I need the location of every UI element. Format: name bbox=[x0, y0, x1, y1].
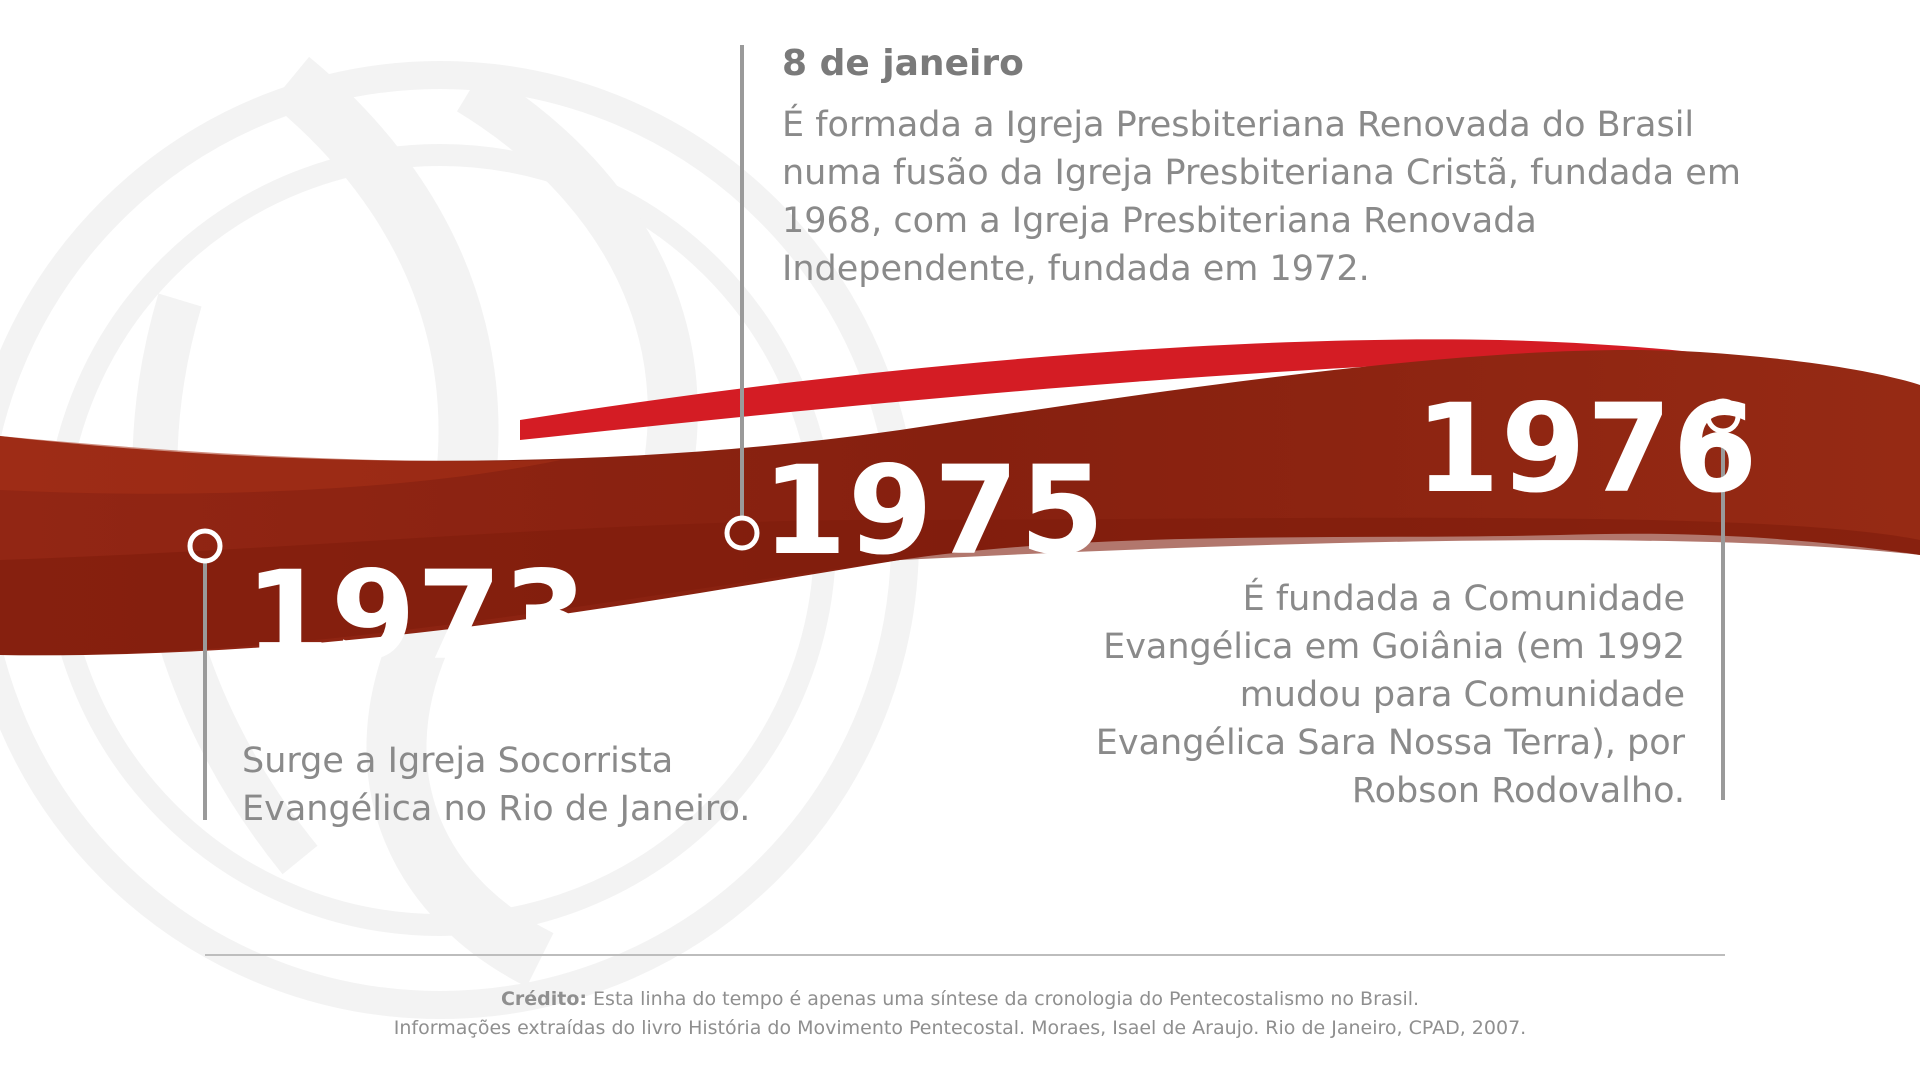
timeline-ribbon bbox=[0, 339, 1920, 656]
event-1976-description: É fundada a Comunidade Evangélica em Goi… bbox=[1095, 579, 1685, 811]
credit-line-2: Informações extraídas do livro História … bbox=[393, 1017, 1527, 1039]
marker-1976 bbox=[1705, 398, 1741, 800]
ribbon-accent-band bbox=[520, 339, 1920, 440]
credit-note: Crédito: Esta linha do tempo é apenas um… bbox=[200, 985, 1720, 1043]
year-1976-label: 1976 bbox=[1415, 378, 1759, 520]
event-1973-description: Surge a Igreja Socorrista Evangélica no … bbox=[242, 741, 751, 829]
year-1973-label: 1973 bbox=[245, 545, 589, 687]
event-1975-date: 8 de janeiro bbox=[782, 43, 1024, 84]
ribbon-highlight-band bbox=[0, 436, 560, 494]
event-1975-description: É formada a Igreja Presbiteriana Renovad… bbox=[782, 105, 1741, 289]
marker-1975 bbox=[724, 45, 760, 551]
ribbon-shade-band bbox=[0, 517, 1920, 656]
year-1975-label: 1975 bbox=[762, 440, 1106, 582]
credit-line-1: Crédito: Esta linha do tempo é apenas um… bbox=[200, 985, 1720, 1014]
marker-1973 bbox=[187, 528, 223, 820]
credit-text: Esta linha do tempo é apenas uma síntese… bbox=[587, 988, 1420, 1010]
credit-label: Crédito: bbox=[500, 988, 588, 1010]
